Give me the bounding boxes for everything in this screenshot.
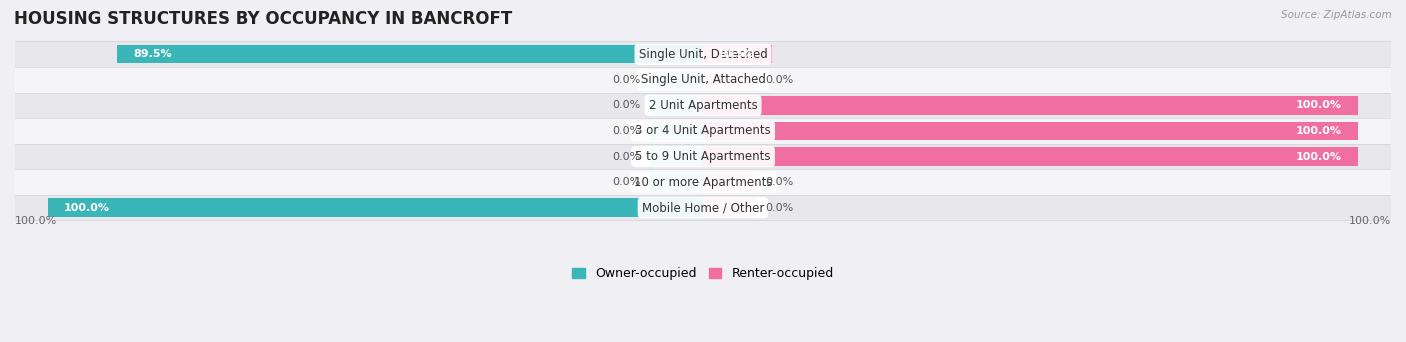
Text: 100.0%: 100.0% [15,215,58,225]
Text: Single Unit, Attached: Single Unit, Attached [641,73,765,86]
Bar [703,198,755,217]
Text: Source: ZipAtlas.com: Source: ZipAtlas.com [1281,10,1392,20]
Bar [651,147,703,166]
Text: 2 Unit Apartments: 2 Unit Apartments [648,99,758,112]
Bar [15,195,1391,221]
Text: Mobile Home / Other: Mobile Home / Other [641,201,765,214]
Bar [703,122,1358,140]
Text: 10.5%: 10.5% [717,49,755,59]
Text: 0.0%: 0.0% [765,203,793,213]
Bar [651,96,703,115]
Text: HOUSING STRUCTURES BY OCCUPANCY IN BANCROFT: HOUSING STRUCTURES BY OCCUPANCY IN BANCR… [14,10,512,28]
Bar [651,122,703,140]
Text: 100.0%: 100.0% [1296,101,1341,110]
Text: 100.0%: 100.0% [1348,215,1391,225]
Bar [15,144,1391,169]
Text: 0.0%: 0.0% [613,101,641,110]
Bar [48,198,703,217]
Text: 10 or more Apartments: 10 or more Apartments [634,175,772,188]
Text: 100.0%: 100.0% [1296,126,1341,136]
Bar [703,71,755,89]
Bar [651,173,703,191]
Text: 0.0%: 0.0% [613,177,641,187]
Bar [117,45,703,64]
Text: 3 or 4 Unit Apartments: 3 or 4 Unit Apartments [636,124,770,137]
Text: 100.0%: 100.0% [1296,152,1341,161]
Bar [15,67,1391,93]
Text: 0.0%: 0.0% [613,75,641,85]
Text: 5 to 9 Unit Apartments: 5 to 9 Unit Apartments [636,150,770,163]
Bar [703,147,1358,166]
Text: 0.0%: 0.0% [765,177,793,187]
Text: 0.0%: 0.0% [765,75,793,85]
Bar [703,173,755,191]
Bar [651,71,703,89]
Bar [15,118,1391,144]
Text: Single Unit, Detached: Single Unit, Detached [638,48,768,61]
Bar [15,93,1391,118]
Legend: Owner-occupied, Renter-occupied: Owner-occupied, Renter-occupied [568,262,838,285]
Bar [703,45,772,64]
Bar [15,169,1391,195]
Bar [703,96,1358,115]
Text: 100.0%: 100.0% [65,203,110,213]
Text: 89.5%: 89.5% [134,49,172,59]
Bar [15,41,1391,67]
Text: 0.0%: 0.0% [613,126,641,136]
Text: 0.0%: 0.0% [613,152,641,161]
